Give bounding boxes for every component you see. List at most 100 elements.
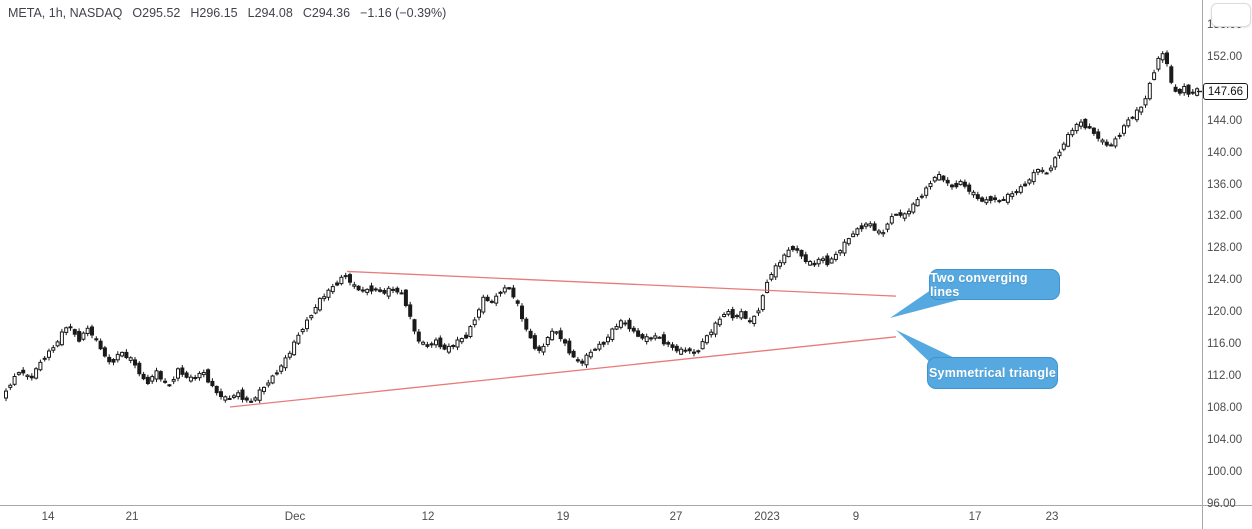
candle xyxy=(997,200,1002,203)
candle xyxy=(674,345,679,352)
candle xyxy=(532,335,537,349)
candle xyxy=(1139,106,1144,113)
candle xyxy=(47,350,51,358)
ohlc-high: H296.15 xyxy=(190,6,238,20)
candle xyxy=(859,225,864,230)
candle xyxy=(102,347,107,357)
candle xyxy=(1048,167,1053,171)
candle xyxy=(971,191,976,196)
candle xyxy=(464,334,469,339)
candle xyxy=(683,349,688,352)
candle xyxy=(911,203,916,213)
candle xyxy=(378,289,383,292)
candle xyxy=(735,315,739,318)
candle xyxy=(1044,172,1049,175)
candle xyxy=(360,289,365,292)
trendline-lower[interactable] xyxy=(229,336,897,408)
candle xyxy=(790,246,795,251)
candle xyxy=(924,187,929,196)
candle xyxy=(16,372,21,375)
candle xyxy=(876,230,881,234)
candle xyxy=(945,179,950,184)
candle xyxy=(305,319,309,330)
candle xyxy=(1079,121,1083,127)
candle xyxy=(1091,127,1096,134)
candle xyxy=(266,382,271,386)
candle xyxy=(907,210,911,215)
candle xyxy=(365,288,370,293)
candle xyxy=(885,223,890,230)
candle xyxy=(1070,129,1075,136)
candle xyxy=(872,223,877,231)
time-tick-label: 23 xyxy=(1045,511,1059,523)
candle xyxy=(412,319,417,332)
candle xyxy=(636,330,641,337)
symbol-title[interactable]: META, 1h, NASDAQ xyxy=(8,6,123,20)
candle xyxy=(829,258,834,264)
candle xyxy=(623,322,628,325)
candle xyxy=(954,183,959,188)
candle xyxy=(51,347,56,351)
candle xyxy=(399,292,404,295)
candle xyxy=(1109,144,1114,147)
candle xyxy=(85,327,90,334)
candle xyxy=(1186,84,1191,95)
price-axis-hover-button[interactable] xyxy=(1211,3,1251,27)
candle xyxy=(739,311,744,319)
callout-two-converging-lines[interactable]: Two converging lines xyxy=(929,269,1060,300)
candle xyxy=(395,287,400,293)
candle xyxy=(158,371,163,380)
candle xyxy=(1031,172,1036,183)
candle xyxy=(502,287,507,293)
candle xyxy=(661,334,666,345)
candle xyxy=(567,340,572,354)
candle xyxy=(317,297,322,311)
candle xyxy=(545,337,550,345)
candle xyxy=(90,326,94,336)
candle xyxy=(326,289,331,298)
candle xyxy=(932,176,937,182)
candle xyxy=(838,250,843,254)
trendline-upper[interactable] xyxy=(346,270,897,297)
candle xyxy=(163,380,168,383)
ohlc-low: L294.08 xyxy=(247,6,293,20)
candle xyxy=(68,326,73,329)
candle xyxy=(287,352,292,358)
candle xyxy=(442,344,447,350)
time-tick-label: 2023 xyxy=(754,511,780,523)
price-tick-label: 128.00 xyxy=(1207,242,1243,255)
candle xyxy=(352,284,357,287)
candle xyxy=(459,338,464,343)
candle xyxy=(1126,119,1131,127)
callout-symmetrical-triangle[interactable]: Symmetrical triangle xyxy=(927,357,1058,389)
candle xyxy=(537,346,542,351)
candle xyxy=(679,348,684,355)
candle xyxy=(851,233,856,238)
candle xyxy=(700,341,705,350)
candle xyxy=(696,350,701,353)
candle xyxy=(421,341,426,345)
candle xyxy=(4,390,8,399)
candle xyxy=(692,351,696,354)
candle xyxy=(382,290,387,294)
candle xyxy=(1005,193,1010,203)
candle xyxy=(722,314,727,317)
candle xyxy=(145,376,150,384)
candle xyxy=(335,282,340,286)
candle xyxy=(455,339,460,348)
candle xyxy=(38,361,43,371)
candle xyxy=(571,350,576,358)
candle xyxy=(184,372,189,378)
candle xyxy=(55,341,60,347)
ohlc-close: C294.36 xyxy=(302,6,351,20)
candle xyxy=(550,330,555,341)
candle xyxy=(111,359,116,363)
candle xyxy=(438,337,443,348)
candle xyxy=(270,375,275,384)
candle xyxy=(778,262,782,267)
candle xyxy=(919,195,924,198)
candle xyxy=(322,296,327,300)
candle xyxy=(967,184,972,192)
